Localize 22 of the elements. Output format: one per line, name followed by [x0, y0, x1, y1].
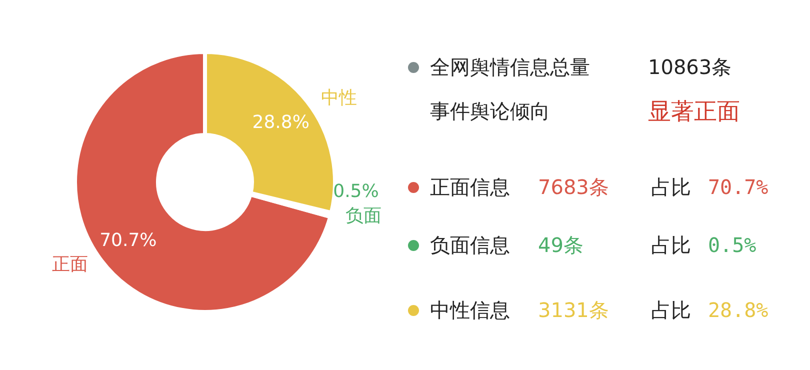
text: 占比 — [651, 232, 691, 258]
text: 显著正面 — [648, 98, 740, 126]
text: 7683条 — [538, 174, 609, 200]
data-label: 28.8% — [252, 112, 310, 133]
text: 0.5% — [708, 233, 756, 257]
data-label: 70.7% — [100, 230, 157, 251]
text: 10863条 — [648, 54, 732, 80]
text: 正面信息 — [430, 174, 510, 200]
text: 全网舆情信息总量 — [430, 54, 590, 80]
text: 49条 — [538, 232, 584, 258]
slice-label: 负面 — [346, 206, 382, 227]
text: 3131条 — [538, 296, 609, 324]
text: 占比 — [651, 296, 691, 324]
text: 中性信息 — [430, 296, 510, 324]
text: 负面信息 — [430, 232, 510, 258]
data-label: 0.5% — [333, 180, 379, 202]
text: 占比 — [651, 174, 691, 200]
text: 70.7% — [708, 175, 768, 199]
slice-label: 中性 — [320, 87, 357, 108]
slice-label: 正面 — [52, 254, 88, 275]
text: 事件舆论倾向 — [430, 98, 550, 124]
text: 28.8% — [708, 298, 768, 322]
